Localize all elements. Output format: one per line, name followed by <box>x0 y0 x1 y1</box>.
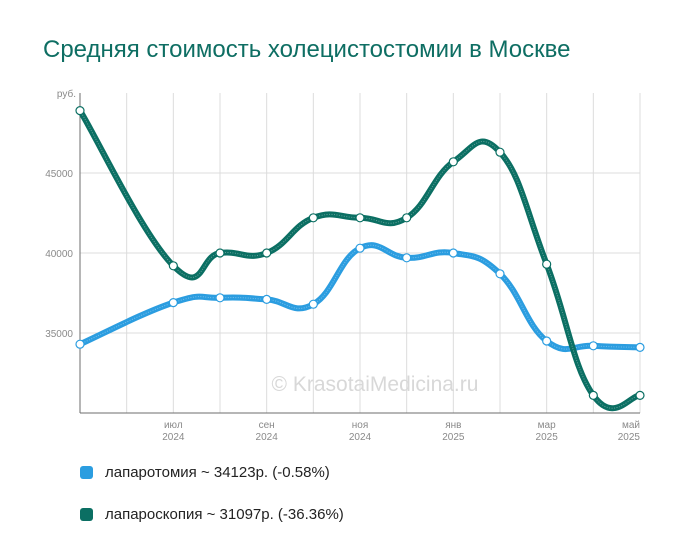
data-point-laparotomy <box>355 243 365 253</box>
legend-swatch-laparotomy <box>80 465 93 479</box>
x-tick-label-month: сен <box>259 420 275 431</box>
legend-item-laparotomy[interactable]: лапаротомия ~ 34123р. (-0.58%) <box>80 462 344 482</box>
data-point-laparotomy <box>635 342 645 352</box>
data-point-laparotomy <box>168 298 178 308</box>
data-point-laparoscopy <box>495 147 505 157</box>
x-tick-label-year: 2025 <box>442 432 465 443</box>
data-point-laparotomy <box>402 253 412 263</box>
data-point-laparoscopy <box>635 390 645 400</box>
data-point-laparotomy <box>448 248 458 258</box>
x-tick-label-year: 2024 <box>256 432 279 443</box>
x-tick-label-year: 2024 <box>349 432 372 443</box>
x-tick-label-month: июл <box>164 420 183 431</box>
data-point-laparoscopy <box>542 259 552 269</box>
legend-item-laparoscopy[interactable]: лапароскопия ~ 31097р. (-36.36%) <box>80 504 344 524</box>
data-point-laparoscopy <box>308 213 318 223</box>
y-tick-label: 40000 <box>45 249 73 260</box>
x-tick-label-year: 2024 <box>162 432 185 443</box>
legend-label: лапароскопия ~ 31097р. (-36.36%) <box>105 505 344 523</box>
y-tick-label: 45000 <box>45 169 73 180</box>
data-point-laparotomy <box>308 299 318 309</box>
data-point-laparoscopy <box>262 248 272 258</box>
data-point-laparoscopy <box>215 248 225 258</box>
x-tick-label-month: май <box>622 420 640 431</box>
y-tick-label: 35000 <box>45 329 73 340</box>
x-tick-label-year: 2025 <box>536 432 559 443</box>
legend-label: лапаротомия ~ 34123р. (-0.58%) <box>105 463 330 481</box>
data-point-laparoscopy <box>75 105 85 116</box>
legend-swatch-laparoscopy <box>80 507 93 521</box>
legend: лапаротомия ~ 34123р. (-0.58%) лапароско… <box>80 462 344 546</box>
x-tick-label-month: ноя <box>352 420 369 431</box>
data-point-laparotomy <box>495 269 505 279</box>
y-axis-unit-label: руб. <box>57 88 76 100</box>
series-line-laparoscopy <box>77 107 643 412</box>
x-tick-label-month: мар <box>538 420 556 431</box>
chart-title: Средняя стоимость холецистостомии в Моск… <box>43 36 571 63</box>
data-point-laparotomy <box>588 341 598 351</box>
data-point-laparotomy <box>75 339 85 349</box>
watermark: © KrasotaiMedicina.ru <box>272 373 479 396</box>
series-line-texture-laparoscopy <box>79 110 641 409</box>
data-point-laparoscopy <box>448 157 458 167</box>
data-point-laparotomy <box>215 293 225 303</box>
data-point-laparotomy <box>262 294 272 304</box>
data-point-laparoscopy <box>168 261 178 271</box>
x-tick-label-month: янв <box>445 420 461 431</box>
data-point-laparoscopy <box>588 390 598 400</box>
data-point-laparoscopy <box>402 213 412 223</box>
data-point-laparoscopy <box>355 213 365 223</box>
x-tick-label-year: 2025 <box>618 432 641 443</box>
data-point-laparotomy <box>542 336 552 346</box>
